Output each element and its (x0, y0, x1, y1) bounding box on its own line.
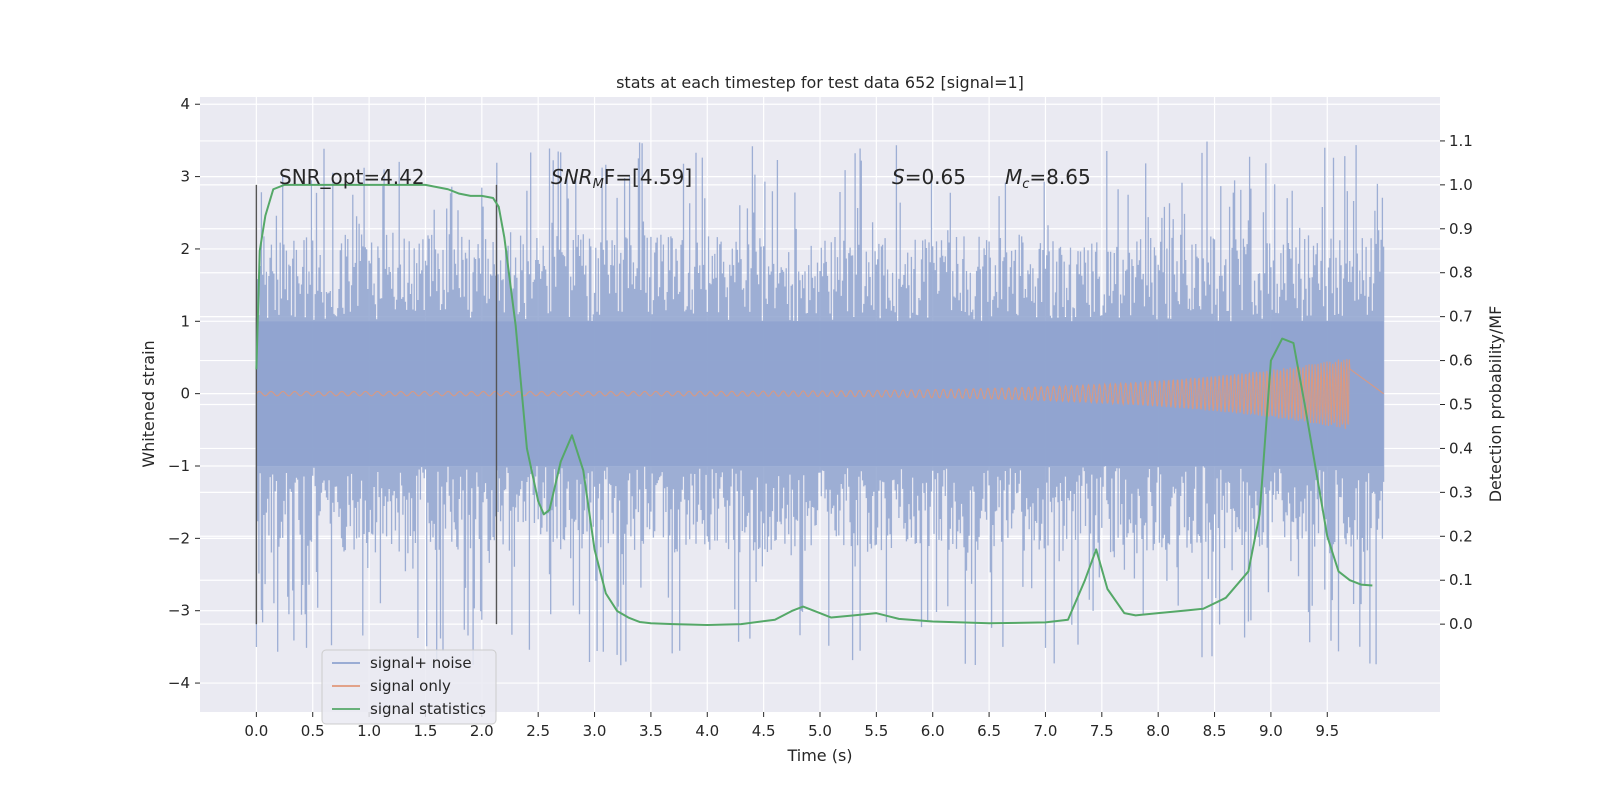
x-tick-label: 9.5 (1315, 722, 1339, 740)
x-tick-label: 6.0 (921, 722, 945, 740)
annotation-mc-var: M (1005, 165, 1022, 189)
x-tick-label: 0.0 (244, 722, 268, 740)
series-signal-statistics (255, 183, 1373, 627)
y-tick-label: −1 (168, 457, 190, 475)
y2-tick-label: 0.3 (1449, 483, 1473, 501)
annotation-mc: Mc=8.65 (1005, 165, 1091, 192)
y-tick-label: −2 (168, 529, 190, 547)
chart-title: stats at each timestep for test data 652… (616, 73, 1024, 92)
y2-tick-label: 0.7 (1449, 308, 1473, 326)
annotation-snr-opt: SNR_opt=4.42 (279, 165, 425, 189)
x-tick-label: 5.5 (864, 722, 888, 740)
annotation-s: S=0.65 (892, 165, 966, 189)
y-tick-label: 4 (180, 95, 190, 113)
y2-axis-label: Detection probability/MF (1486, 306, 1505, 503)
y-axis-label: Whitened strain (139, 340, 158, 467)
x-tick-label: 4.0 (695, 722, 719, 740)
y-tick-label: 1 (180, 312, 190, 330)
x-tick-label: 7.5 (1090, 722, 1114, 740)
y2-tick-label: 0.4 (1449, 439, 1473, 457)
y2-tick-label: 0.9 (1449, 220, 1473, 238)
x-tick-label: 0.5 (301, 722, 325, 740)
annotation-snr-mf-sub: M (593, 177, 604, 192)
signal-only-trace (255, 359, 1384, 430)
legend-label-signal-statistics: signal statistics (370, 700, 486, 718)
annotation-mc-sub: c (1022, 177, 1029, 192)
y-tick-label: 0 (180, 385, 190, 403)
x-tick-label: 9.0 (1259, 722, 1283, 740)
annotation-mc-rest: =8.65 (1029, 165, 1090, 189)
x-tick-label: 8.0 (1146, 722, 1170, 740)
x-tick-label: 1.0 (357, 722, 381, 740)
x-tick-label: 4.5 (752, 722, 776, 740)
x-tick-label: 3.5 (639, 722, 663, 740)
series-signal-only (255, 359, 1384, 430)
x-tick-label: 3.0 (583, 722, 607, 740)
x-tick-label: 7.0 (1034, 722, 1058, 740)
y2-tick-label: 0.2 (1449, 527, 1473, 545)
annotation-snr-mf-var: SNR (551, 165, 593, 189)
annotation-snr-mf-rest: F=[4.59] (604, 165, 692, 189)
vertical-markers (255, 184, 498, 625)
y-tick-label: −3 (168, 602, 190, 620)
y2-tick-label: 1.0 (1449, 176, 1473, 194)
legend: signal+ noise signal only signal statist… (321, 649, 497, 725)
y2-tick-label: 0.6 (1449, 352, 1473, 370)
x-tick-label: 8.5 (1203, 722, 1227, 740)
annotation-snr-mf: SNRMF=[4.59] (551, 165, 692, 192)
x-tick-label: 2.5 (526, 722, 550, 740)
axis-ticks: 0.0 0.5 1.0 1.5 2.0 2.5 3.0 3.5 4.0 4.5 5.0 5.5 6.0 6… (168, 95, 1473, 740)
y2-tick-label: 0.5 (1449, 396, 1473, 414)
x-tick-label: 6.5 (977, 722, 1001, 740)
y2-tick-label: 0.0 (1449, 615, 1473, 633)
y2-tick-label: 0.1 (1449, 571, 1473, 589)
y-tick-label: −4 (168, 674, 190, 692)
x-axis-label: Time (s) (786, 746, 852, 765)
x-tick-label: 5.0 (808, 722, 832, 740)
x-tick-label: 2.0 (470, 722, 494, 740)
annotation-s-rest: =0.65 (905, 165, 966, 189)
annotation-s-var: S (892, 165, 905, 189)
y2-tick-label: 0.8 (1449, 264, 1473, 282)
y2-tick-label: 1.1 (1449, 132, 1473, 150)
legend-label-signal-plus-noise: signal+ noise (370, 654, 472, 672)
x-tick-label: 1.5 (414, 722, 438, 740)
y-tick-label: 3 (180, 168, 190, 186)
signal-statistics-line (255, 183, 1373, 627)
legend-label-signal-only: signal only (370, 677, 451, 695)
y-tick-label: 2 (180, 240, 190, 258)
legend-box (321, 649, 497, 725)
